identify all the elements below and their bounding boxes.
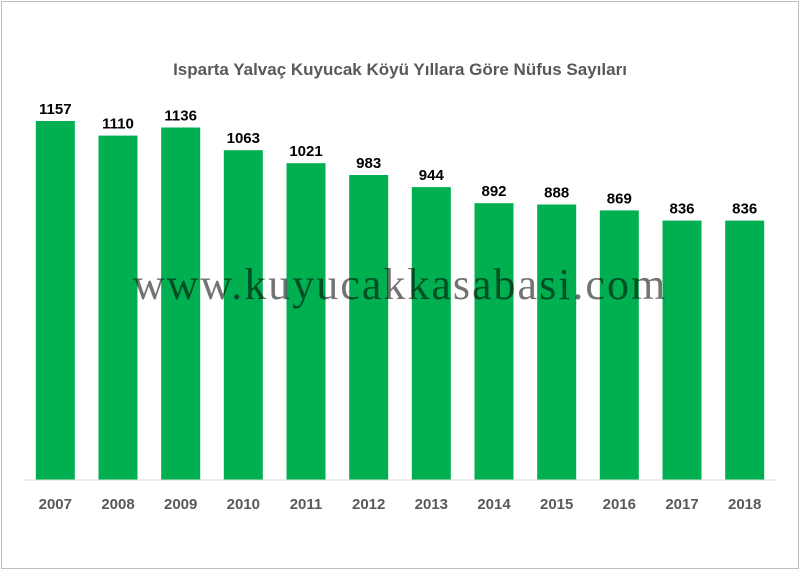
x-tick-label-2015: 2015 [540,496,573,513]
value-label-2007: 1157 [39,101,72,118]
value-label-2016: 869 [607,190,632,207]
x-tick-label-2017: 2017 [665,496,698,513]
value-label-2008: 1110 [102,116,134,133]
x-tick-label-2016: 2016 [603,496,636,513]
x-tick-label-2014: 2014 [477,496,511,513]
value-label-2018: 836 [732,201,757,218]
x-tick-label-2018: 2018 [728,496,761,513]
value-label-2011: 1021 [289,143,322,160]
bar-2010 [223,150,263,480]
x-tick-labels-group: 2007 2008 2009 2010 2011 2012 2013 2014 2015 2016… [39,496,762,513]
value-labels-group: 1157 1110 1136 1063 1021 983 944 892 888 869 836 83… [39,101,757,218]
watermark-text: www.kuyucakkasabasi.com [133,260,667,309]
value-label-2017: 836 [669,201,694,218]
bar-2018 [725,220,765,480]
x-tick-label-2008: 2008 [101,496,134,513]
chart-title: Isparta Yalvaç Kuyucak Köyü Yıllara Göre… [173,60,627,79]
bar-2015 [537,204,577,480]
value-label-2010: 1063 [227,130,260,147]
value-label-2015: 888 [544,185,569,202]
x-tick-label-2013: 2013 [415,496,448,513]
bars-group [35,121,765,480]
bar-2017 [662,220,702,480]
x-tick-label-2012: 2012 [352,496,385,513]
x-tick-label-2011: 2011 [290,496,323,513]
bar-2011 [286,163,326,480]
x-tick-label-2007: 2007 [39,496,72,513]
x-tick-label-2010: 2010 [227,496,260,513]
bar-2009 [161,127,201,480]
bar-2007 [35,121,75,480]
bar-2013 [411,187,451,480]
bar-2008 [98,135,138,480]
bar-2016 [599,210,639,480]
bar-2012 [349,175,389,480]
value-label-2012: 983 [356,155,381,172]
bar-2014 [474,203,514,480]
value-label-2009: 1136 [164,108,197,125]
x-tick-label-2009: 2009 [164,496,197,513]
value-label-2013: 944 [419,167,445,184]
value-label-2014: 892 [481,183,506,200]
